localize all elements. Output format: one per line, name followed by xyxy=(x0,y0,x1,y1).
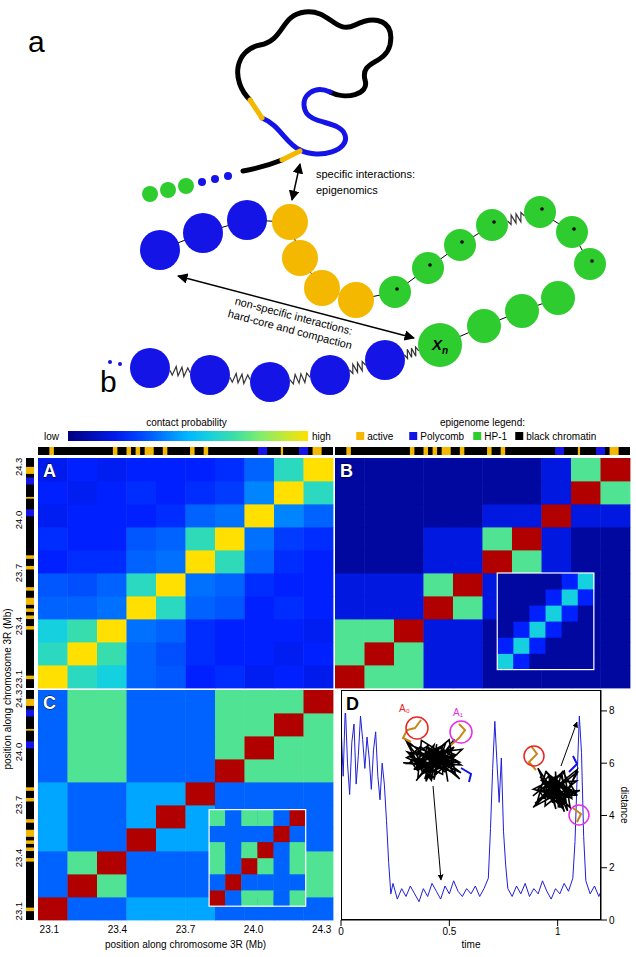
svg-text:hard-core and compaction: hard-core and compaction xyxy=(227,307,354,351)
svg-text:active: active xyxy=(367,431,394,442)
svg-text:23.1: 23.1 xyxy=(40,924,60,935)
svg-text:b: b xyxy=(100,365,117,398)
svg-text:23.1: 23.1 xyxy=(13,670,24,689)
svg-text:A₀: A₀ xyxy=(399,703,410,714)
svg-text:24.3: 24.3 xyxy=(312,924,332,935)
svg-text:2: 2 xyxy=(609,862,615,873)
svg-text:specific interactions:: specific interactions: xyxy=(316,168,415,180)
svg-text:23.7: 23.7 xyxy=(176,924,196,935)
svg-text:0.5: 0.5 xyxy=(442,926,456,937)
svg-text:24.3: 24.3 xyxy=(13,458,24,477)
svg-text:4: 4 xyxy=(609,810,615,821)
svg-text:low: low xyxy=(44,431,60,442)
svg-text:0: 0 xyxy=(338,926,344,937)
svg-text:black chromatin: black chromatin xyxy=(526,431,596,442)
svg-text:23.4: 23.4 xyxy=(13,849,24,868)
svg-text:a: a xyxy=(28,25,45,58)
svg-text:epigenome legend:: epigenome legend: xyxy=(440,417,525,428)
svg-text:position along chromosome 3R (: position along chromosome 3R (Mb) xyxy=(105,939,266,950)
svg-text:1: 1 xyxy=(555,926,561,937)
svg-text:Polycomb: Polycomb xyxy=(420,431,464,442)
svg-text:8: 8 xyxy=(609,705,615,716)
svg-text:A₁: A₁ xyxy=(453,707,464,718)
svg-text:contact probability: contact probability xyxy=(146,417,227,428)
svg-text:distance: distance xyxy=(619,786,630,824)
svg-text:C: C xyxy=(43,693,56,713)
svg-text:HP-1: HP-1 xyxy=(484,431,507,442)
svg-text:position along chromosome 3R (: position along chromosome 3R (Mb) xyxy=(2,608,13,769)
svg-text:0: 0 xyxy=(609,915,615,926)
svg-text:epigenomics: epigenomics xyxy=(316,184,378,196)
svg-text:24.0: 24.0 xyxy=(13,511,24,530)
svg-text:Xn: Xn xyxy=(431,336,448,356)
svg-text:23.1: 23.1 xyxy=(13,902,24,921)
svg-text:23.4: 23.4 xyxy=(108,924,128,935)
svg-text:24.0: 24.0 xyxy=(13,743,24,762)
svg-text:6: 6 xyxy=(609,758,615,769)
svg-text:non-specific interactions:: non-specific interactions: xyxy=(233,294,354,337)
svg-text:23.7: 23.7 xyxy=(13,564,24,583)
svg-text:B: B xyxy=(340,461,353,481)
svg-text:24.3: 24.3 xyxy=(13,690,24,709)
svg-text:D: D xyxy=(346,694,359,714)
svg-text:time: time xyxy=(462,939,481,950)
svg-text:23.7: 23.7 xyxy=(13,796,24,815)
svg-text:24.0: 24.0 xyxy=(244,924,264,935)
svg-text:23.4: 23.4 xyxy=(13,617,24,636)
svg-text:A: A xyxy=(43,461,56,481)
svg-text:high: high xyxy=(312,431,331,442)
